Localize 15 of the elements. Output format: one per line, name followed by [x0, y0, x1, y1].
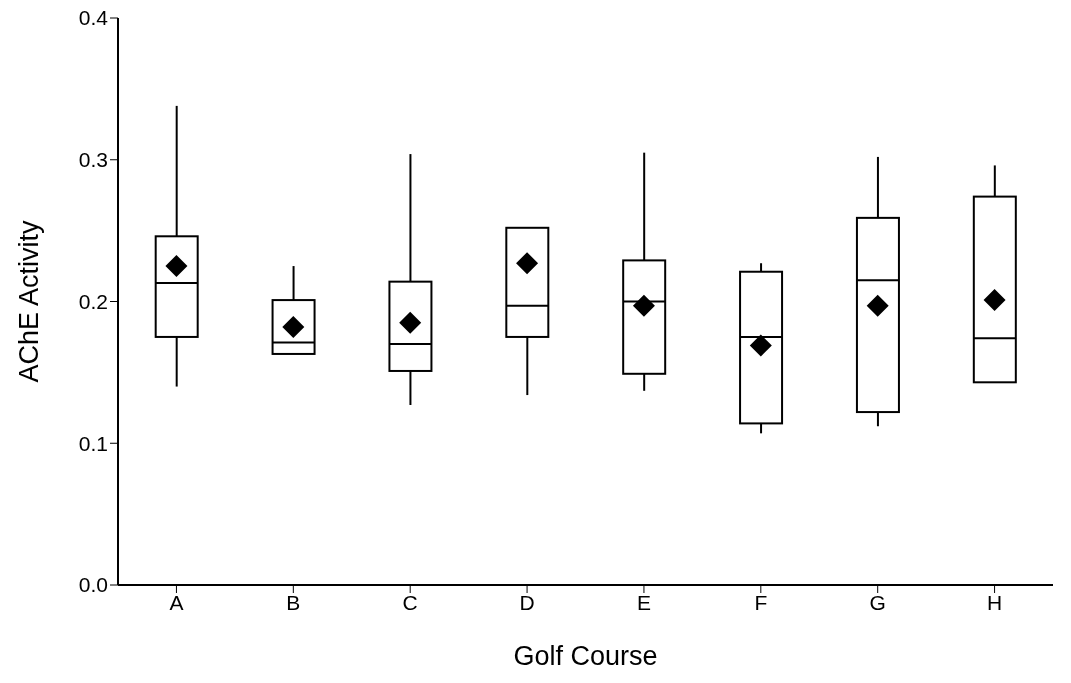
x-axis-title: Golf Course: [513, 641, 658, 671]
x-tick-label: H: [986, 590, 1003, 614]
y-tick-label: 0.2: [78, 289, 108, 313]
x-tick-label: G: [869, 590, 886, 614]
x-tick-label: D: [519, 590, 535, 614]
x-tick-label: C: [402, 590, 418, 614]
x-tick-label: B: [286, 590, 301, 614]
y-axis-title: AChE Activity: [13, 219, 44, 383]
y-tick-label: 0.4: [78, 6, 109, 30]
y-tick-label: 0.3: [78, 148, 108, 172]
x-tick-label: A: [169, 590, 184, 614]
x-tick-label: E: [636, 590, 651, 614]
y-tick-label: 0.1: [78, 431, 108, 455]
x-tick-label: F: [754, 590, 768, 614]
y-tick-label: 0.0: [78, 573, 108, 597]
